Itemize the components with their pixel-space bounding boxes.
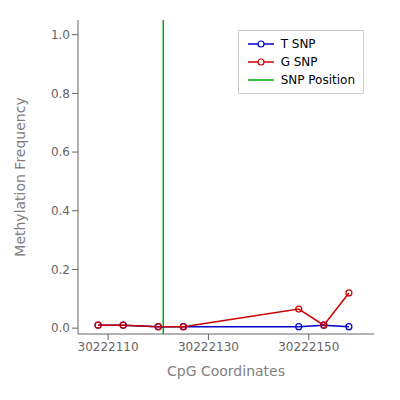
svg-text:0.8: 0.8 xyxy=(51,87,70,101)
svg-text:Methylation Frequency: Methylation Frequency xyxy=(12,97,28,256)
html-text:T SNP: T SNP xyxy=(280,37,316,51)
svg-text:1.0: 1.0 xyxy=(51,28,70,42)
svg-text:0.4: 0.4 xyxy=(51,204,70,218)
svg-text:30222150: 30222150 xyxy=(278,340,339,354)
svg-text:0.0: 0.0 xyxy=(51,321,70,335)
svg-text:30222130: 30222130 xyxy=(178,340,239,354)
svg-text:0.2: 0.2 xyxy=(51,263,70,277)
html-text:SNP Position: SNP Position xyxy=(280,73,355,87)
html-text:G SNP: G SNP xyxy=(280,55,318,69)
svg-text:30222110: 30222110 xyxy=(78,340,139,354)
svg-text:CpG Coordinates: CpG Coordinates xyxy=(167,363,285,379)
svg-text:0.6: 0.6 xyxy=(51,145,70,159)
